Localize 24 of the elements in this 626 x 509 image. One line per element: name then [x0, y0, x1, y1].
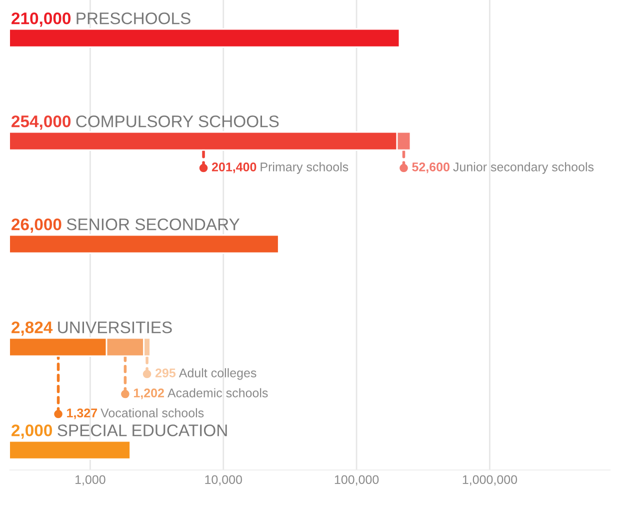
total-label: 210,000 — [12, 12, 71, 27]
annotation: Primary schools — [260, 162, 348, 174]
annotation: Academic schools — [168, 388, 268, 398]
data-label: 295 — [155, 368, 176, 378]
x-tick-label: 100,000 — [334, 475, 379, 486]
y-tick-label: SPECIAL EDUCATION — [58, 424, 227, 436]
x-tick-label: 1,000,000 — [462, 475, 518, 486]
y-tick-label: SENIOR SECONDARY — [66, 218, 240, 230]
data-label: 201,400 — [212, 162, 256, 174]
x-tick-label: 1,000 — [75, 475, 106, 486]
y-tick-label: PRESCHOOLS — [76, 12, 190, 24]
total-label: 2,000 — [12, 424, 52, 439]
y-tick-label: COMPULSORY SCHOOLS — [76, 115, 279, 128]
total-label: 26,000 — [12, 218, 62, 233]
annotation: Vocational schools — [100, 408, 204, 418]
data-label: 1,327 — [67, 408, 98, 420]
y-tick-label: UNIVERSITIES — [58, 321, 172, 334]
annotation: Adult colleges — [178, 368, 256, 380]
total-label: 254,000 — [12, 115, 71, 130]
x-tick-label: 10,000 — [205, 475, 242, 486]
data-label: 1,202 — [134, 388, 164, 400]
data-label: 52,600 — [412, 162, 450, 174]
annotation: Junior secondary schools — [453, 162, 594, 174]
total-label: 2,824 — [12, 321, 53, 336]
